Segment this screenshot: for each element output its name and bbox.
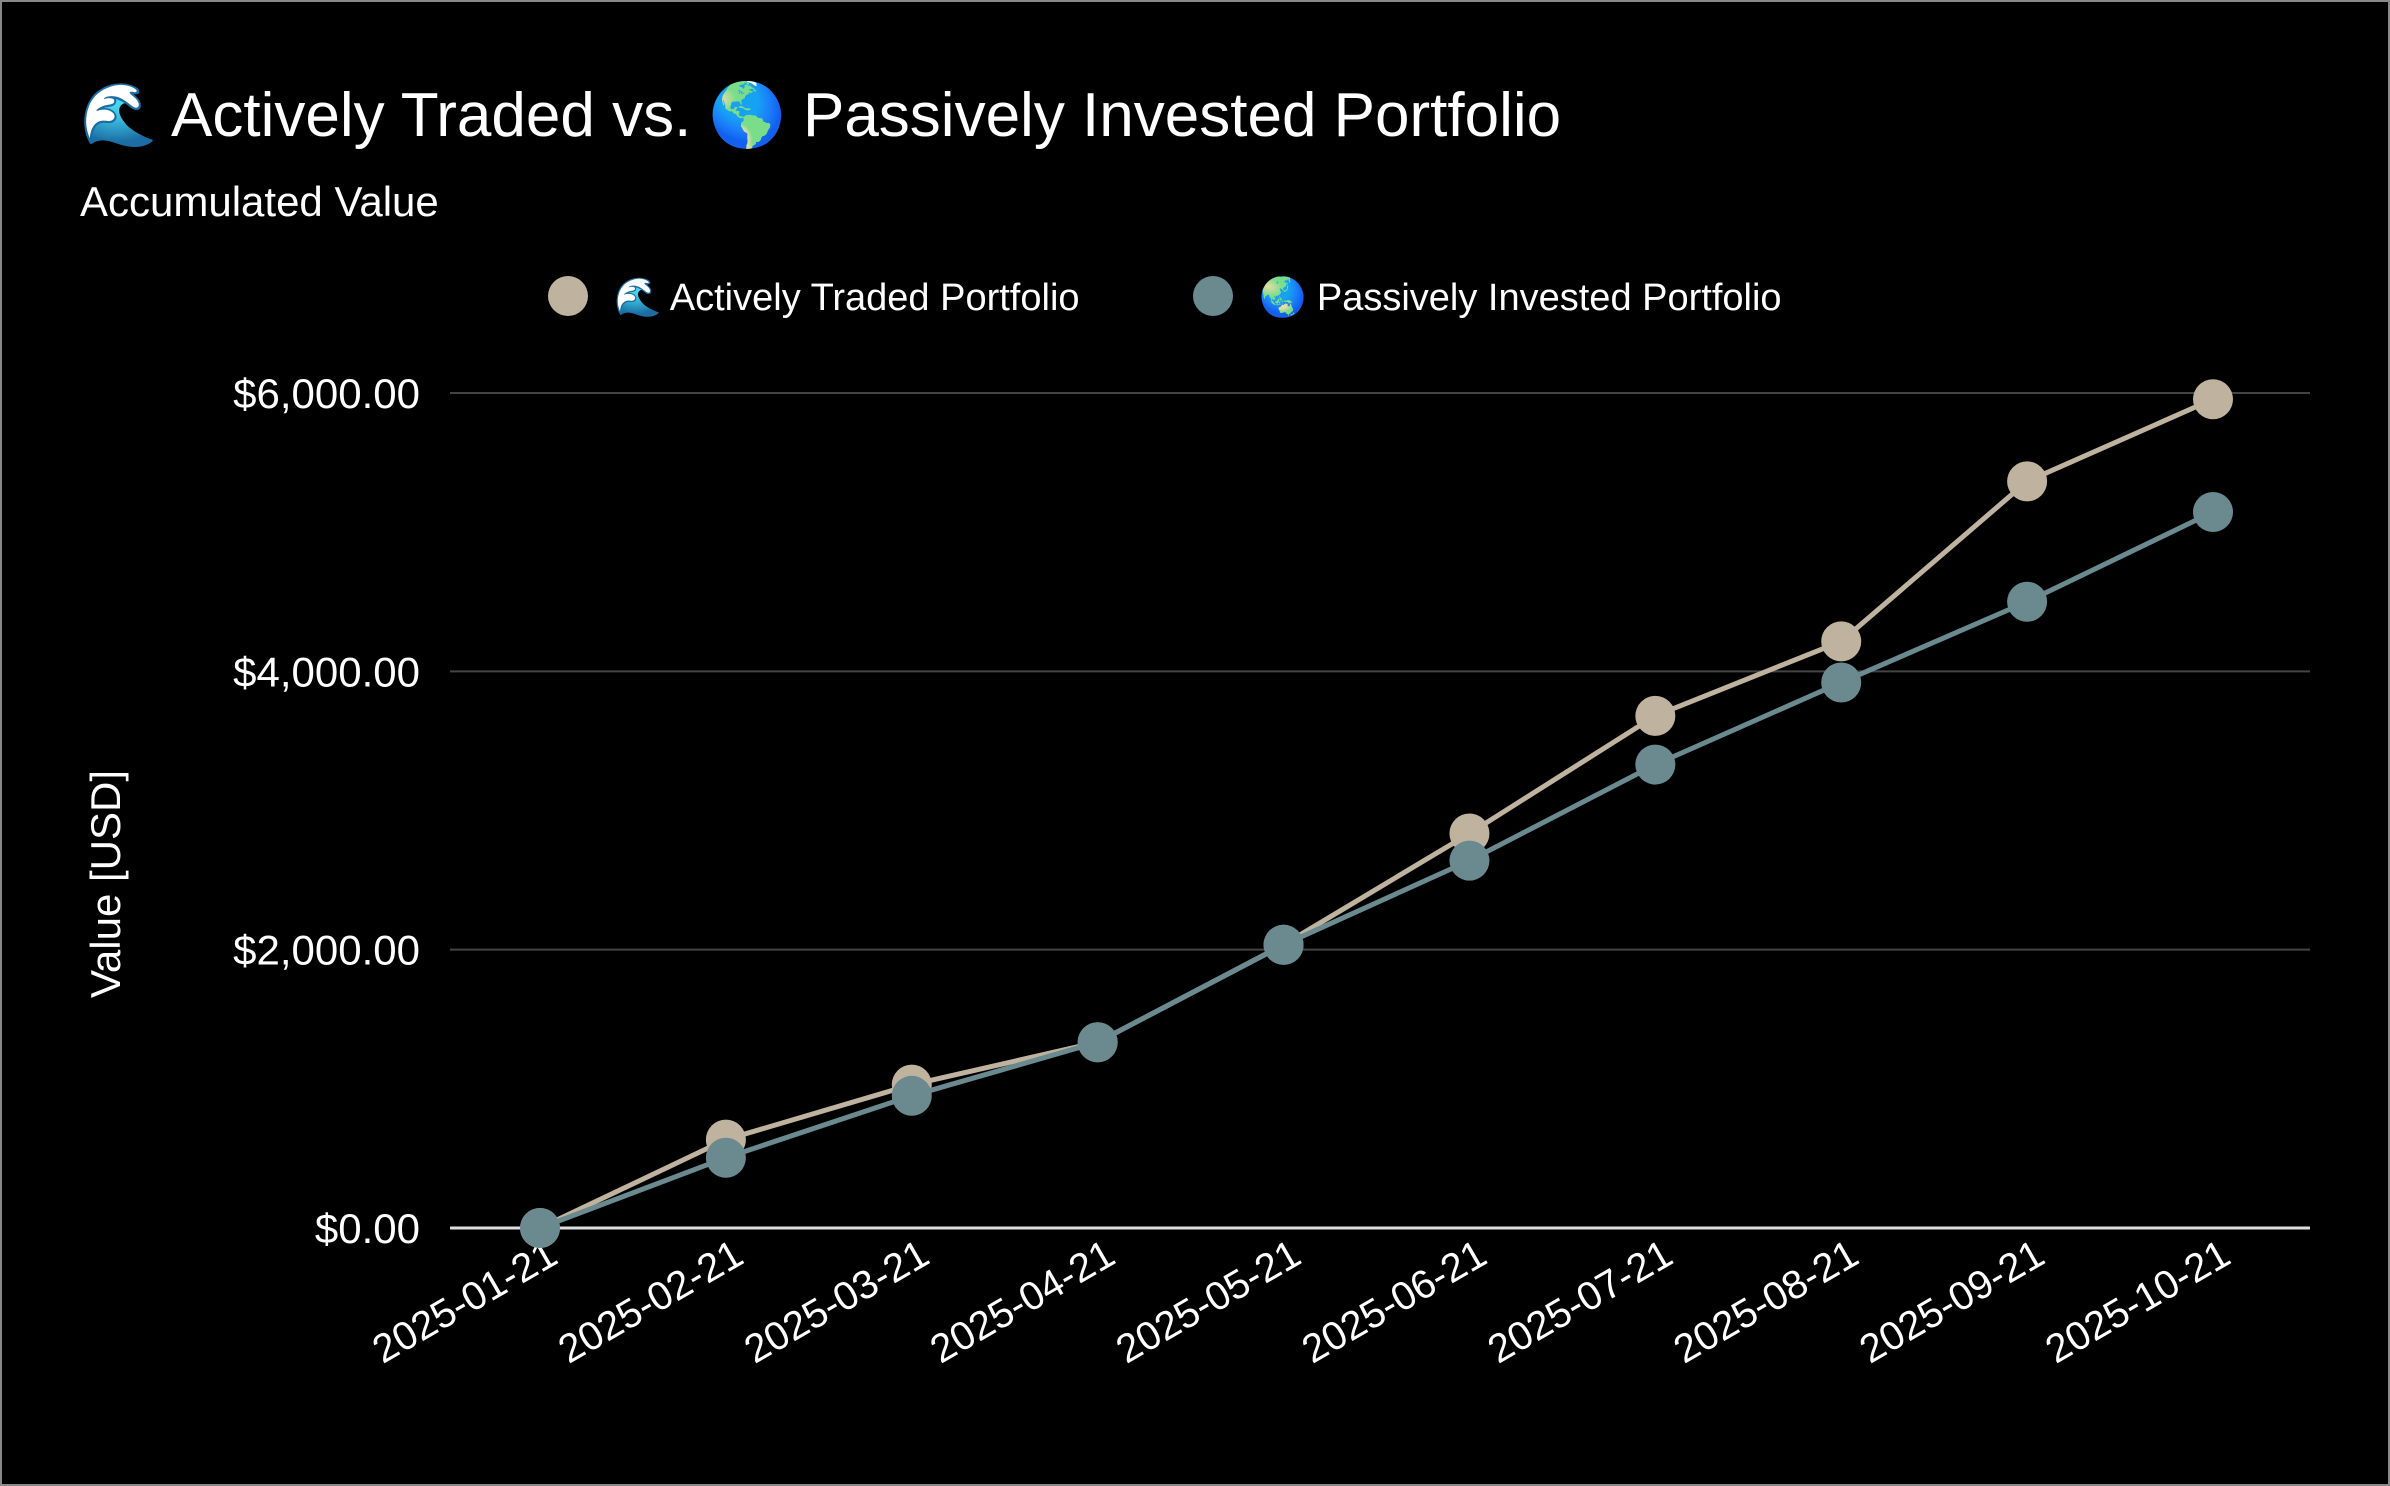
legend-label: 🌊 Actively Traded Portfolio — [614, 275, 1080, 319]
data-point — [2007, 581, 2048, 622]
y-tick-label: $0.00 — [315, 1205, 420, 1252]
data-point — [2193, 379, 2233, 420]
data-point — [2193, 491, 2233, 532]
data-point — [1263, 924, 1304, 965]
y-tick-label: $6,000.00 — [233, 370, 420, 417]
series-passively-invested — [520, 491, 2233, 1248]
data-point — [520, 1208, 560, 1248]
chart-subtitle: Accumulated Value — [80, 178, 439, 225]
series-group — [520, 379, 2233, 1248]
legend: 🌊 Actively Traded Portfolio 🌏 Passively I… — [548, 275, 1782, 319]
data-point — [705, 1137, 746, 1178]
data-point — [2007, 461, 2048, 502]
series-line — [538, 396, 2215, 1231]
chart-title: 🌊 Actively Traded vs. 🌎 Passively Invest… — [80, 79, 1561, 150]
data-point — [1635, 744, 1676, 785]
legend-label: 🌏 Passively Invested Portfolio — [1259, 275, 1782, 319]
y-tick-label: $2,000.00 — [233, 927, 420, 974]
y-tick-label: $4,000.00 — [233, 648, 420, 695]
data-point — [1635, 695, 1676, 736]
data-point — [1821, 621, 1862, 662]
data-point — [1077, 1022, 1118, 1063]
y-axis-ticks: $0.00 $2,000.00 $4,000.00 $6,000.00 — [233, 370, 420, 1252]
data-point — [891, 1075, 932, 1116]
series-line — [539, 509, 2215, 1231]
gridlines — [450, 392, 2310, 1230]
data-point — [1449, 840, 1490, 881]
y-axis-label: Value [USD] — [82, 770, 129, 998]
legend-marker — [548, 276, 588, 316]
legend-marker — [1193, 276, 1233, 316]
data-point — [1821, 662, 1862, 703]
